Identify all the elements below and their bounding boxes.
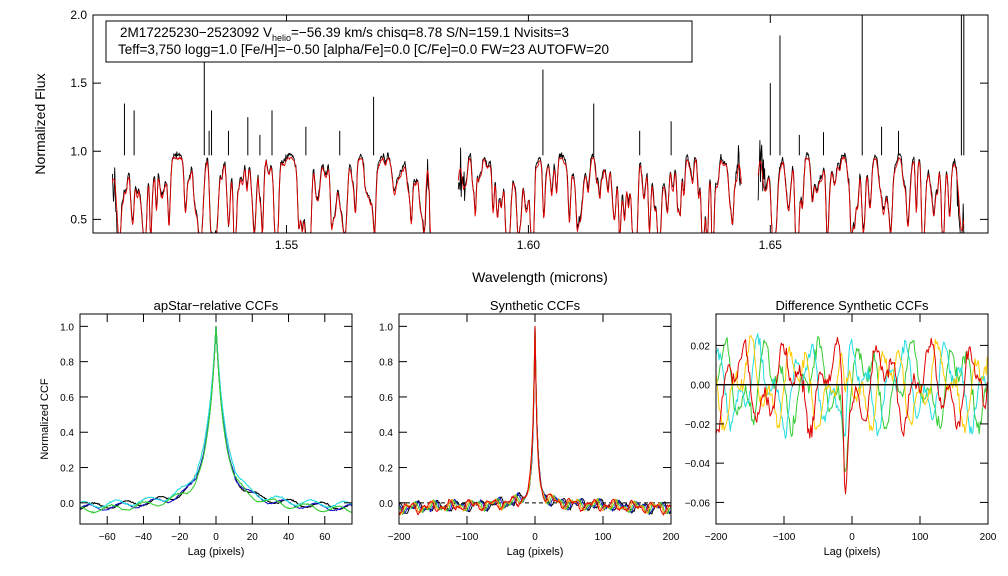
apstar-ccf-xtick-label: −40 bbox=[135, 532, 152, 543]
apstar-ccf-ytick-label: 0.4 bbox=[60, 428, 74, 439]
synthetic-ccf-ticks: −200 −100 0 100 200 0.0 0.2 0.4 0.6 0.8 1.0 bbox=[379, 314, 680, 543]
apstar-ccf-xlabel: Lag (pixels) bbox=[188, 546, 245, 558]
spectrum-observed-line bbox=[457, 145, 742, 234]
synthetic-ccf-xtick-label: 100 bbox=[595, 532, 612, 543]
apstar-ccf-xtick-label: 60 bbox=[319, 532, 331, 543]
difference-ccf-title: Difference Synthetic CCFs bbox=[776, 298, 929, 313]
spectrum-ytick-label: 1.0 bbox=[70, 144, 87, 158]
difference-ccf-ytick-label: 0.00 bbox=[691, 381, 711, 392]
synthetic-ccf-xtick-label: −200 bbox=[388, 532, 411, 543]
spectrum-xlabel: Wavelength (microns) bbox=[472, 269, 608, 285]
difference-ccf-ticks: −200 −100 0 100 200 −0.06 −0.04 −0.02 0.00 0.02 bbox=[685, 314, 997, 543]
info-line-1: 2M17225230−2523092 Vhelio=−56.39 km/s ch… bbox=[120, 25, 569, 43]
apstar-ccf-ytick-label: 0.8 bbox=[60, 358, 74, 369]
info-line-1-pre: 2M17225230−2523092 V bbox=[120, 25, 272, 40]
difference-ccf-xlabel: Lag (pixels) bbox=[824, 546, 881, 558]
spectrum-xtick-label: 1.60 bbox=[517, 238, 541, 252]
spectrum-lines bbox=[111, 15, 965, 234]
info-line-1-post: =−56.39 km/s chisq=8.78 S/N=159.1 Nvisit… bbox=[291, 25, 569, 40]
apstar-ccf-ticks: −60 −40 −20 0 20 40 60 0.0 0.2 0.4 0.6 0.8 1.0 bbox=[60, 314, 352, 543]
difference-ccf-d1 bbox=[715, 336, 988, 473]
info-line-2: Teff=3,750 logg=1.0 [Fe/H]=−0.50 [alpha/… bbox=[118, 42, 609, 57]
info-line-1-sub: helio bbox=[272, 33, 291, 43]
apstar-ccf-lines bbox=[79, 325, 353, 514]
synthetic-ccf-ytick-label: 0.4 bbox=[379, 428, 393, 439]
difference-ccf-xtick-label: −100 bbox=[773, 532, 796, 543]
difference-ccf-ytick-label: −0.02 bbox=[685, 420, 711, 431]
apstar-ccf-ytick-label: 0.0 bbox=[60, 499, 74, 510]
apstar-ccf-visit-3 bbox=[80, 325, 353, 509]
synthetic-ccf-ytick-label: 0.0 bbox=[379, 499, 393, 510]
synthetic-ccf-xlabel: Lag (pixels) bbox=[507, 546, 564, 558]
apstar-ccf-frame bbox=[79, 313, 353, 525]
difference-ccf-xtick-label: 200 bbox=[980, 532, 997, 543]
spectrum-panel: 1.55 1.60 1.65 0.5 1.0 1.5 2.0 Wavelength (mic… bbox=[32, 8, 989, 285]
spectrum-ytick-label: 0.5 bbox=[70, 212, 87, 226]
difference-ccf-xtick-label: 0 bbox=[849, 532, 855, 543]
apstar-ccf-visit-4 bbox=[79, 325, 353, 514]
spectrum-ytick-label: 2.0 bbox=[70, 8, 87, 22]
synthetic-ccf-xtick-label: −100 bbox=[456, 532, 479, 543]
synthetic-ccf-ytick-label: 0.2 bbox=[379, 464, 393, 475]
synthetic-ccf-panel: Synthetic CCFs −200 −100 0 100 200 0.0 0.2 0.4 0… bbox=[379, 298, 680, 558]
apstar-ccf-visit-1 bbox=[79, 325, 353, 511]
apstar-ccf-xtick-label: 40 bbox=[283, 532, 295, 543]
difference-ccf-d4 bbox=[715, 336, 988, 495]
difference-ccf-xtick-label: 100 bbox=[912, 532, 929, 543]
info-box bbox=[105, 20, 693, 63]
apstar-ccf-ytick-label: 0.6 bbox=[60, 393, 74, 404]
apstar-ccf-xtick-label: 0 bbox=[213, 532, 219, 543]
apstar-ccf-visit-2 bbox=[79, 325, 353, 512]
spectrum-model-line bbox=[457, 156, 742, 234]
spectrum-xtick-label: 1.65 bbox=[759, 238, 783, 252]
apstar-ccf-title: apStar−relative CCFs bbox=[154, 298, 279, 313]
difference-ccf-panel: Difference Synthetic CCFs −200 −100 0 100 20… bbox=[685, 298, 997, 558]
difference-ccf-ytick-label: −0.06 bbox=[685, 498, 711, 509]
spectrum-model-line bbox=[757, 156, 965, 234]
synthetic-ccf-lines bbox=[398, 325, 672, 516]
synthetic-ccf-title: Synthetic CCFs bbox=[490, 298, 581, 313]
synthetic-ccf-ytick-label: 1.0 bbox=[379, 322, 393, 333]
spectrum-frame bbox=[92, 14, 989, 234]
synthetic-ccf-s5 bbox=[398, 325, 672, 516]
apstar-ccf-ytick-label: 1.0 bbox=[60, 322, 74, 333]
apstar-ccf-ytick-label: 0.2 bbox=[60, 464, 74, 475]
apstar-ccf-ylabel: Normalized CCF bbox=[39, 378, 51, 460]
difference-ccf-ytick-label: −0.04 bbox=[685, 459, 711, 470]
synthetic-ccf-xtick-label: 200 bbox=[663, 532, 680, 543]
difference-ccf-xtick-label: −200 bbox=[705, 532, 728, 543]
spectrum-xtick-label: 1.55 bbox=[275, 238, 299, 252]
apstar-ccf-xtick-label: 20 bbox=[247, 532, 259, 543]
synthetic-ccf-ytick-label: 0.6 bbox=[379, 393, 393, 404]
spectrum-ytick-label: 1.5 bbox=[70, 76, 87, 90]
difference-ccf-ytick-label: 0.02 bbox=[691, 341, 711, 352]
difference-ccf-d2 bbox=[715, 333, 988, 439]
synthetic-ccf-xtick-label: 0 bbox=[532, 532, 538, 543]
apstar-ccf-xtick-label: −60 bbox=[99, 532, 116, 543]
spectrum-ylabel: Normalized Flux bbox=[32, 73, 48, 174]
difference-ccf-lines bbox=[715, 333, 988, 495]
synthetic-ccf-ytick-label: 0.8 bbox=[379, 358, 393, 369]
spectrum-model-line bbox=[111, 156, 432, 234]
spectrum-observed-line bbox=[111, 151, 432, 234]
apstar-ccf-xtick-label: −20 bbox=[171, 532, 188, 543]
apstar-ccf-panel: apStar−relative CCFs −60 −40 −20 0 20 40 60 0.0… bbox=[39, 298, 353, 558]
